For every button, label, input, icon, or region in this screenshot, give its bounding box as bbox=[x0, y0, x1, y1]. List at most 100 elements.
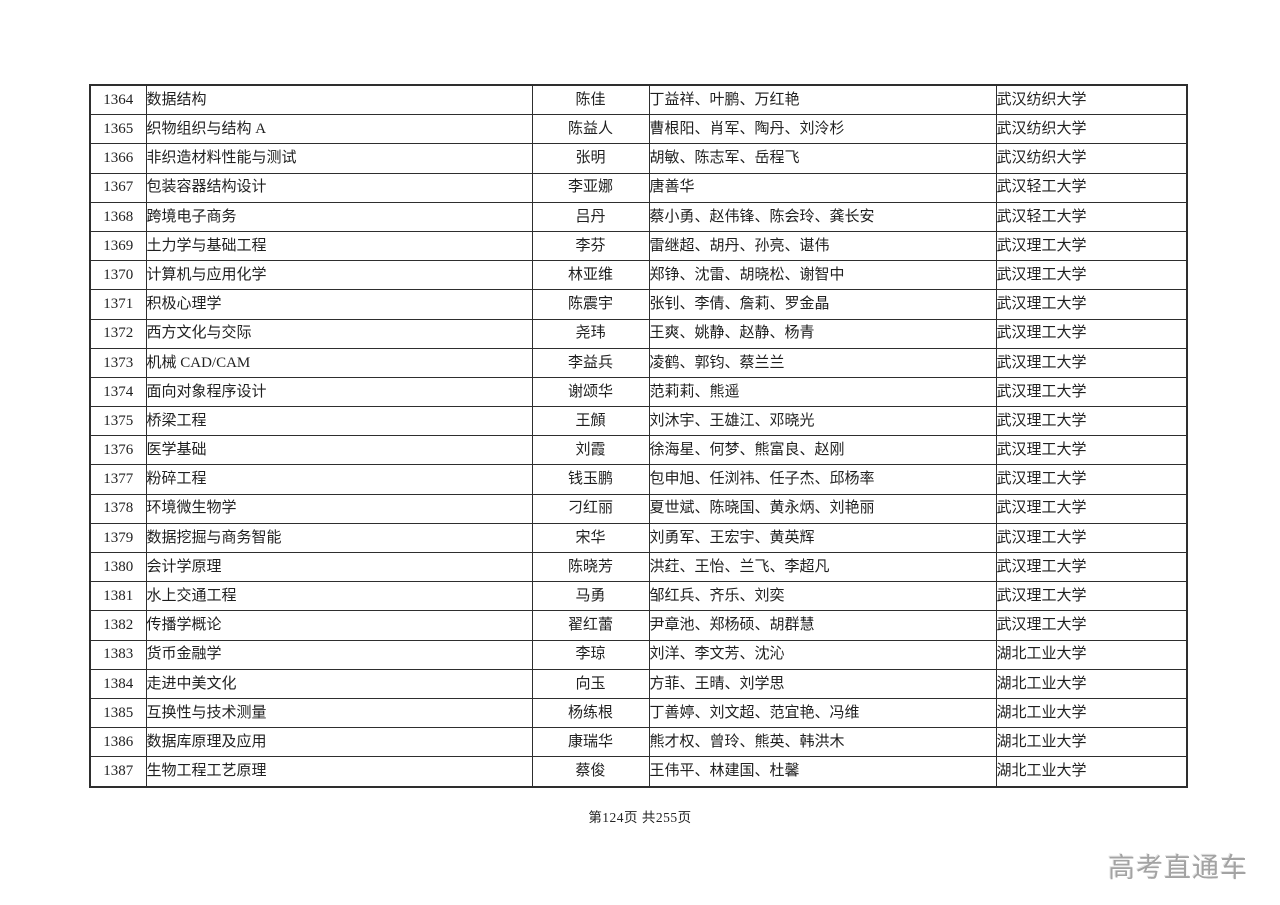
table-row: 1372 西方文化与交际 尧玮 王爽、姚静、赵静、杨青 武汉理工大学 bbox=[89, 318, 1188, 349]
course-leader-cell: 吕丹 bbox=[531, 201, 650, 232]
table-row: 1376 医学基础 刘霞 徐海星、何梦、熊富良、赵刚 武汉理工大学 bbox=[89, 435, 1188, 466]
university-cell: 武汉理工大学 bbox=[995, 464, 1188, 495]
table-row: 1364 数据结构 陈佳 丁益祥、叶鹏、万红艳 武汉纺织大学 bbox=[89, 84, 1188, 116]
course-name-cell: 积极心理学 bbox=[145, 289, 533, 320]
course-name-cell: 跨境电子商务 bbox=[145, 201, 533, 232]
row-number-cell: 1373 bbox=[89, 347, 147, 378]
team-members-cell: 曹根阳、肖军、陶丹、刘泠杉 bbox=[648, 114, 997, 145]
course-name-cell: 货币金融学 bbox=[145, 639, 533, 670]
course-leader-cell: 林亚维 bbox=[531, 260, 650, 291]
row-number-cell: 1370 bbox=[89, 260, 147, 291]
watermark-text: 高考直通车 bbox=[1108, 853, 1248, 883]
course-leader-cell: 王頠 bbox=[531, 406, 650, 437]
row-number-cell: 1383 bbox=[89, 639, 147, 670]
team-members-cell: 夏世斌、陈晓国、黄永炳、刘艳丽 bbox=[648, 493, 997, 524]
course-name-cell: 水上交通工程 bbox=[145, 581, 533, 612]
table-row: 1371 积极心理学 陈震宇 张钊、李倩、詹莉、罗金晶 武汉理工大学 bbox=[89, 289, 1188, 320]
table-row: 1365 织物组织与结构 A 陈益人 曹根阳、肖军、陶丹、刘泠杉 武汉纺织大学 bbox=[89, 114, 1188, 145]
team-members-cell: 方菲、王晴、刘学思 bbox=[648, 668, 997, 699]
row-number-cell: 1386 bbox=[89, 727, 147, 758]
row-number-cell: 1381 bbox=[89, 581, 147, 612]
course-leader-cell: 李益兵 bbox=[531, 347, 650, 378]
university-cell: 湖北工业大学 bbox=[995, 756, 1188, 787]
course-name-cell: 粉碎工程 bbox=[145, 464, 533, 495]
table-row: 1387 生物工程工艺原理 蔡俊 王伟平、林建国、杜馨 湖北工业大学 bbox=[89, 756, 1188, 787]
team-members-cell: 邹红兵、齐乐、刘奕 bbox=[648, 581, 997, 612]
university-cell: 武汉理工大学 bbox=[995, 347, 1188, 378]
course-name-cell: 包装容器结构设计 bbox=[145, 172, 533, 203]
team-members-cell: 王爽、姚静、赵静、杨青 bbox=[648, 318, 997, 349]
course-name-cell: 数据结构 bbox=[145, 84, 533, 116]
course-leader-cell: 钱玉鹏 bbox=[531, 464, 650, 495]
table-row: 1383 货币金融学 李琼 刘洋、李文芳、沈沁 湖北工业大学 bbox=[89, 639, 1188, 670]
row-number-cell: 1376 bbox=[89, 435, 147, 466]
row-number-cell: 1377 bbox=[89, 464, 147, 495]
team-members-cell: 丁善婷、刘文超、范宜艳、冯维 bbox=[648, 697, 997, 729]
course-name-cell: 织物组织与结构 A bbox=[145, 114, 533, 145]
row-number-cell: 1369 bbox=[89, 230, 147, 262]
course-name-cell: 数据库原理及应用 bbox=[145, 727, 533, 758]
course-name-cell: 互换性与技术测量 bbox=[145, 697, 533, 729]
table-row: 1377 粉碎工程 钱玉鹏 包申旭、任浏祎、任子杰、邱杨率 武汉理工大学 bbox=[89, 464, 1188, 495]
row-number-cell: 1378 bbox=[89, 493, 147, 524]
course-leader-cell: 李琼 bbox=[531, 639, 650, 670]
table-row: 1379 数据挖掘与商务智能 宋华 刘勇军、王宏宇、黄英辉 武汉理工大学 bbox=[89, 522, 1188, 554]
course-leader-cell: 刁红丽 bbox=[531, 493, 650, 524]
course-leader-cell: 刘霞 bbox=[531, 435, 650, 466]
course-name-cell: 传播学概论 bbox=[145, 610, 533, 641]
university-cell: 武汉理工大学 bbox=[995, 318, 1188, 349]
course-name-cell: 环境微生物学 bbox=[145, 493, 533, 524]
team-members-cell: 蔡小勇、赵伟锋、陈会玲、龚长安 bbox=[648, 201, 997, 232]
course-leader-cell: 张明 bbox=[531, 143, 650, 174]
course-leader-cell: 陈益人 bbox=[531, 114, 650, 145]
team-members-cell: 雷继超、胡丹、孙亮、谌伟 bbox=[648, 230, 997, 262]
university-cell: 武汉纺织大学 bbox=[995, 143, 1188, 174]
team-members-cell: 郑铮、沈雷、胡晓松、谢智中 bbox=[648, 260, 997, 291]
course-table: 1364 数据结构 陈佳 丁益祥、叶鹏、万红艳 武汉纺织大学 1365 织物组织… bbox=[89, 84, 1188, 788]
course-leader-cell: 蔡俊 bbox=[531, 756, 650, 787]
university-cell: 湖北工业大学 bbox=[995, 727, 1188, 758]
course-leader-cell: 向玉 bbox=[531, 668, 650, 699]
university-cell: 武汉理工大学 bbox=[995, 230, 1188, 262]
university-cell: 武汉轻工大学 bbox=[995, 172, 1188, 203]
team-members-cell: 范莉莉、熊遥 bbox=[648, 376, 997, 408]
course-name-cell: 非织造材料性能与测试 bbox=[145, 143, 533, 174]
course-name-cell: 机械 CAD/CAM bbox=[145, 347, 533, 378]
row-number-cell: 1371 bbox=[89, 289, 147, 320]
course-leader-cell: 康瑞华 bbox=[531, 727, 650, 758]
course-leader-cell: 马勇 bbox=[531, 581, 650, 612]
course-table-body: 1364 数据结构 陈佳 丁益祥、叶鹏、万红艳 武汉纺织大学 1365 织物组织… bbox=[89, 84, 1188, 787]
team-members-cell: 凌鹤、郭钧、蔡兰兰 bbox=[648, 347, 997, 378]
team-members-cell: 徐海星、何梦、熊富良、赵刚 bbox=[648, 435, 997, 466]
team-members-cell: 包申旭、任浏祎、任子杰、邱杨率 bbox=[648, 464, 997, 495]
course-name-cell: 桥梁工程 bbox=[145, 406, 533, 437]
table-row: 1384 走进中美文化 向玉 方菲、王晴、刘学思 湖北工业大学 bbox=[89, 668, 1188, 699]
row-number-cell: 1387 bbox=[89, 756, 147, 787]
course-name-cell: 走进中美文化 bbox=[145, 668, 533, 699]
row-number-cell: 1384 bbox=[89, 668, 147, 699]
university-cell: 武汉纺织大学 bbox=[995, 114, 1188, 145]
team-members-cell: 胡敏、陈志军、岳程飞 bbox=[648, 143, 997, 174]
course-name-cell: 数据挖掘与商务智能 bbox=[145, 522, 533, 554]
course-leader-cell: 李亚娜 bbox=[531, 172, 650, 203]
university-cell: 武汉理工大学 bbox=[995, 406, 1188, 437]
university-cell: 湖北工业大学 bbox=[995, 639, 1188, 670]
table-row: 1367 包装容器结构设计 李亚娜 唐善华 武汉轻工大学 bbox=[89, 172, 1188, 203]
table-row: 1380 会计学原理 陈晓芳 洪荭、王怡、兰飞、李超凡 武汉理工大学 bbox=[89, 551, 1188, 583]
table-row: 1374 面向对象程序设计 谢颂华 范莉莉、熊遥 武汉理工大学 bbox=[89, 376, 1188, 408]
table-row: 1382 传播学概论 翟红蕾 尹章池、郑杨硕、胡群慧 武汉理工大学 bbox=[89, 610, 1188, 641]
course-name-cell: 西方文化与交际 bbox=[145, 318, 533, 349]
team-members-cell: 洪荭、王怡、兰飞、李超凡 bbox=[648, 551, 997, 583]
table-row: 1373 机械 CAD/CAM 李益兵 凌鹤、郭钧、蔡兰兰 武汉理工大学 bbox=[89, 347, 1188, 378]
university-cell: 武汉理工大学 bbox=[995, 610, 1188, 641]
row-number-cell: 1375 bbox=[89, 406, 147, 437]
team-members-cell: 刘沐宇、王雄江、邓晓光 bbox=[648, 406, 997, 437]
university-cell: 武汉理工大学 bbox=[995, 289, 1188, 320]
table-row: 1386 数据库原理及应用 康瑞华 熊才权、曾玲、熊英、韩洪木 湖北工业大学 bbox=[89, 727, 1188, 758]
row-number-cell: 1366 bbox=[89, 143, 147, 174]
university-cell: 武汉理工大学 bbox=[995, 581, 1188, 612]
team-members-cell: 刘洋、李文芳、沈沁 bbox=[648, 639, 997, 670]
course-leader-cell: 翟红蕾 bbox=[531, 610, 650, 641]
row-number-cell: 1372 bbox=[89, 318, 147, 349]
